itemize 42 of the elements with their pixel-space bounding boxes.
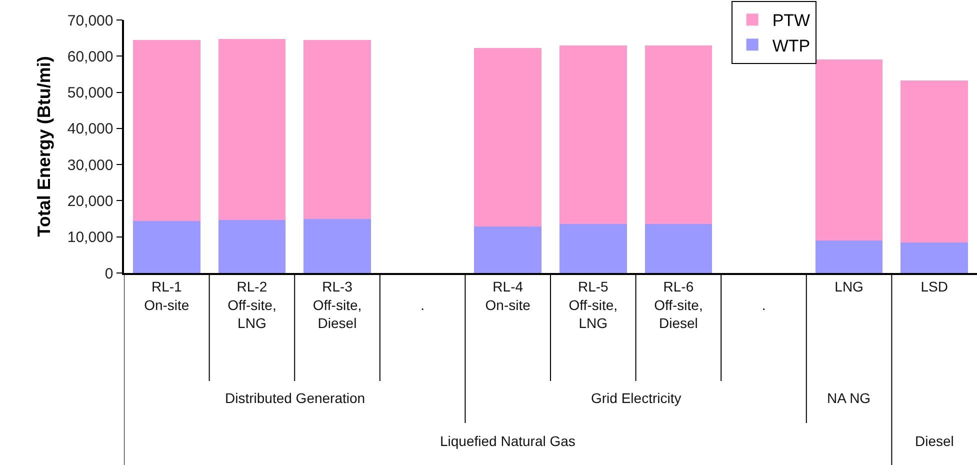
x-tick-label: LNG: [834, 278, 864, 295]
x-tick-label: .: [762, 296, 766, 313]
bar: [304, 40, 371, 220]
bar: [304, 219, 371, 273]
bar: [218, 39, 286, 220]
bar: [815, 240, 883, 273]
bar: [132, 220, 200, 273]
legend-label: PTW: [772, 11, 810, 30]
x-tick-label: RL-1 On-site: [144, 278, 190, 313]
bar: [900, 242, 968, 273]
bar: [132, 40, 200, 221]
bar: [815, 59, 883, 240]
x-tick-label: LSD: [920, 278, 948, 295]
text: NA NG: [827, 390, 871, 406]
bar: [474, 226, 542, 273]
text: Distributed Generation: [225, 390, 366, 406]
bar: [474, 48, 542, 227]
bar: [218, 220, 286, 273]
x-tick-label: RL-5 Off-site, LNG: [568, 278, 618, 331]
x-tick-label: RL-4 On-site: [485, 278, 531, 313]
y-tick-label: 40,000: [67, 120, 114, 138]
text: Diesel: [915, 433, 954, 449]
x-tick-label: RL-6 Off-site, Diesel: [654, 278, 703, 331]
y-tick-label: 50,000: [67, 84, 114, 102]
x-tick-label: RL-2 Off-site, LNG: [228, 278, 276, 331]
bar: [559, 46, 627, 224]
y-tick-label: 70,000: [67, 12, 114, 30]
legend-label: WTP: [772, 36, 810, 56]
bar: [644, 224, 712, 273]
y-tick-label: 10,000: [67, 229, 114, 246]
x-tick-label: RL-3 Off-site, Diesel: [312, 278, 362, 331]
bar: [900, 80, 968, 242]
y-tick-label: 30,000: [67, 156, 114, 174]
y-tick-label: 20,000: [67, 192, 114, 210]
y-tick-label: 0: [104, 265, 114, 282]
y-tick-label: 60,000: [67, 48, 114, 66]
y-axis-title: Total Energy (Btu/mi): [34, 56, 54, 237]
text: Liquefied Natural Gas: [440, 433, 576, 449]
text: Grid Electricity: [591, 390, 682, 406]
x-tick-label: .: [420, 296, 424, 313]
bar: [559, 224, 627, 273]
bar: [644, 46, 712, 224]
